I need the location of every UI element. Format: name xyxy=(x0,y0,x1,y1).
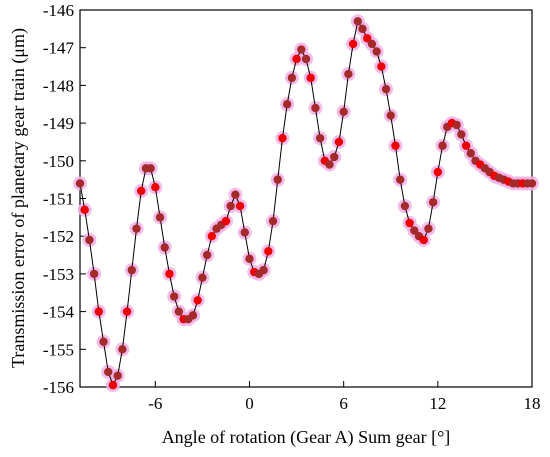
y-axis-ticks: -156 -155 -154 -153 -152 -151 -150 -149 -148 -147… xyxy=(43,1,86,397)
data-point xyxy=(527,179,537,188)
data-point xyxy=(386,111,395,120)
data-point xyxy=(315,133,325,143)
data-point xyxy=(410,226,419,235)
x-tick-label: -6 xyxy=(148,394,162,413)
data-point xyxy=(99,337,108,346)
data-point xyxy=(461,141,471,150)
data-point xyxy=(452,120,461,130)
data-point xyxy=(85,235,94,245)
data-point xyxy=(231,190,240,199)
data-point xyxy=(127,265,136,275)
data-point xyxy=(259,265,268,275)
data-point xyxy=(278,133,287,143)
y-axis-title: Transmission error of planetary gear tra… xyxy=(8,28,29,368)
data-point xyxy=(113,371,122,380)
y-tick-label: -152 xyxy=(43,227,74,246)
data-point xyxy=(273,175,282,184)
marker-halos xyxy=(73,14,539,393)
data-point xyxy=(240,228,249,237)
data-point xyxy=(193,296,202,305)
y-tick-label: -154 xyxy=(43,303,75,322)
data-point xyxy=(433,167,443,177)
data-point xyxy=(344,69,353,79)
data-point xyxy=(306,73,315,83)
data-point xyxy=(132,224,141,233)
data-points xyxy=(75,17,537,390)
data-point xyxy=(155,213,165,222)
y-tick-label: -156 xyxy=(43,378,74,397)
data-point xyxy=(348,39,358,49)
data-point xyxy=(282,100,292,109)
data-point xyxy=(424,224,433,233)
y-tick-label: -155 xyxy=(43,340,74,359)
y-tick-label: -150 xyxy=(43,152,74,171)
data-point xyxy=(353,17,362,26)
data-point xyxy=(245,254,254,264)
x-axis-ticks: -6 0 6 12 18 xyxy=(148,381,541,413)
data-point xyxy=(358,24,367,34)
data-point xyxy=(89,269,99,279)
data-point xyxy=(428,198,438,207)
data-point xyxy=(221,216,231,226)
data-point xyxy=(264,247,273,256)
data-point xyxy=(146,164,155,173)
x-tick-label: 18 xyxy=(524,394,541,413)
data-point xyxy=(118,345,127,354)
data-point xyxy=(287,73,297,83)
data-point xyxy=(160,243,169,252)
data-point xyxy=(457,130,466,139)
data-point xyxy=(438,141,447,150)
y-tick-label: -153 xyxy=(43,265,74,284)
data-point xyxy=(202,250,212,260)
data-point xyxy=(151,182,160,192)
data-point xyxy=(169,292,179,301)
data-point xyxy=(174,307,184,316)
data-point xyxy=(75,179,85,188)
data-point xyxy=(377,62,386,71)
x-tick-label: 0 xyxy=(245,394,254,413)
data-point xyxy=(207,232,217,241)
y-tick-label: -151 xyxy=(43,190,74,209)
data-point xyxy=(419,235,428,245)
data-point xyxy=(311,103,320,113)
data-point xyxy=(330,152,339,162)
data-point xyxy=(292,54,301,64)
y-tick-label: -147 xyxy=(43,39,75,58)
plot-frame xyxy=(79,9,533,388)
data-point xyxy=(94,307,104,316)
data-point xyxy=(297,45,306,54)
data-point xyxy=(108,380,118,390)
data-point xyxy=(367,39,377,49)
data-point xyxy=(325,160,334,169)
data-point xyxy=(80,205,89,215)
data-point xyxy=(198,273,207,282)
y-tick-label: -146 xyxy=(43,1,74,20)
data-point xyxy=(122,307,132,316)
data-point xyxy=(372,47,381,56)
data-point xyxy=(301,54,311,64)
data-point xyxy=(137,186,146,196)
data-point xyxy=(391,141,400,150)
data-point xyxy=(235,201,245,211)
y-tick-label: -149 xyxy=(43,114,74,133)
y-tick-label: -148 xyxy=(43,76,74,95)
data-point xyxy=(268,216,278,226)
data-point xyxy=(466,149,475,158)
x-tick-label: 6 xyxy=(339,394,348,413)
x-tick-label: 12 xyxy=(429,394,446,413)
data-point xyxy=(334,137,344,147)
data-point xyxy=(395,175,405,184)
data-point xyxy=(400,201,410,211)
data-point xyxy=(188,311,198,320)
data-point xyxy=(381,84,391,94)
data-point xyxy=(104,367,113,377)
data-point xyxy=(339,107,348,116)
data-point xyxy=(165,269,174,279)
data-point xyxy=(363,34,372,43)
data-point xyxy=(405,218,414,228)
data-point xyxy=(226,201,235,211)
x-axis-title: Angle of rotation (Gear A) Sum gear [°] xyxy=(162,427,451,448)
